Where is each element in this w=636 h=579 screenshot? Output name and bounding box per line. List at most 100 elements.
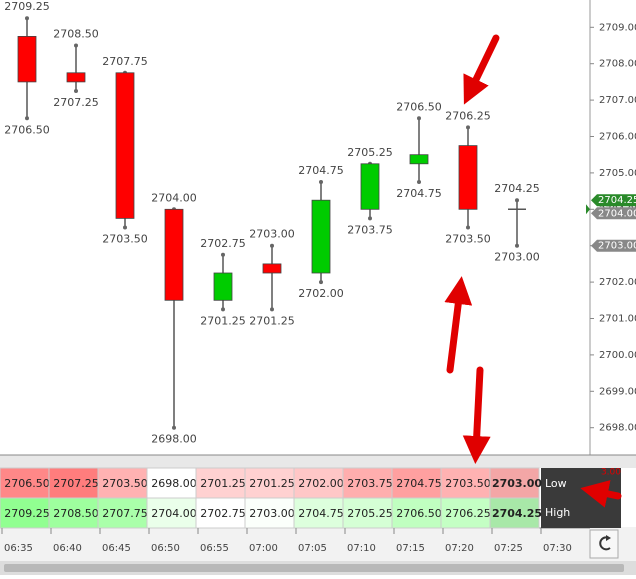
low-label: 2707.25: [53, 96, 99, 109]
candle-body: [164, 208, 184, 301]
table-cell: [244, 467, 295, 499]
high-label: 2704.00: [151, 191, 197, 204]
low-label: 2703.00: [494, 251, 540, 264]
wick-end: [270, 307, 274, 312]
low-cell: 2706.50: [4, 477, 50, 490]
low-label: 2701.25: [249, 314, 295, 327]
price-marker-label: 2704.00: [598, 208, 636, 219]
low-label: 2701.25: [200, 314, 246, 327]
annotation-arrows: [444, 34, 622, 508]
time-axis: [0, 527, 636, 561]
high-cell: 2705.25: [347, 507, 393, 520]
y-tick-label: 2709.00: [599, 22, 636, 33]
time-label: 07:30: [543, 543, 572, 554]
low-cell: 2703.50: [445, 477, 491, 490]
y-tick-label: 2705.00: [599, 168, 636, 179]
arrow: [463, 34, 500, 105]
candle-body: [360, 163, 380, 210]
candle-body: [262, 263, 282, 274]
high-cell: 2704.00: [151, 507, 197, 520]
y-tick-label: 2698.00: [599, 423, 636, 434]
last-price-flag: [586, 204, 590, 215]
table-cell: [48, 467, 99, 499]
price-marker: [591, 239, 636, 252]
high-label: 2706.50: [396, 100, 442, 113]
low-cell: 2701.25: [200, 477, 246, 490]
wick-end: [368, 216, 372, 221]
high-cell: 2708.50: [53, 507, 99, 520]
high-label: 2702.75: [200, 237, 246, 250]
time-label: 07:05: [298, 543, 327, 554]
refresh-button[interactable]: [589, 529, 619, 559]
table-cell: [342, 497, 393, 529]
row-label: Low: [545, 477, 567, 490]
wick-end: [25, 16, 29, 21]
time-label: 06:35: [4, 543, 33, 554]
y-tick-label: 2702.00: [599, 277, 636, 288]
high-cell: 2706.50: [396, 507, 442, 520]
low-cell: 2707.25: [53, 477, 99, 490]
time-label: 06:50: [151, 543, 180, 554]
candle-body: [115, 72, 135, 219]
wick-end: [270, 243, 274, 248]
y-tick-label: 2706.00: [599, 132, 636, 143]
high-label: 2707.75: [102, 55, 148, 68]
time-label: 07:00: [249, 543, 278, 554]
plot-area: [0, 0, 590, 455]
table-cell: [440, 467, 491, 499]
low-cell: 2701.25: [249, 477, 295, 490]
table-cell: [146, 497, 197, 529]
high-cell: 2707.75: [102, 507, 148, 520]
y-tick-label: 2707.00: [599, 95, 636, 106]
high-cell: 2702.75: [200, 507, 246, 520]
wick-end: [172, 425, 176, 430]
high-cell: 2704.75: [298, 507, 344, 520]
table-cell: [195, 497, 246, 529]
low-label: 2703.50: [102, 233, 148, 246]
high-label: 2708.50: [53, 28, 99, 41]
arrow: [444, 276, 473, 374]
high-label: 2706.25: [445, 109, 491, 122]
table-cell: [293, 497, 344, 529]
price-marker-label: 2704.25: [598, 195, 636, 206]
table-cell: [0, 497, 50, 529]
high-label: 2704.25: [494, 182, 540, 195]
time-label: 06:45: [102, 543, 131, 554]
high-label: 2709.25: [4, 0, 50, 13]
candle-body: [213, 272, 233, 301]
wick-end: [25, 116, 29, 121]
scroll-thumb[interactable]: [4, 564, 624, 572]
wick-end: [221, 307, 225, 312]
time-label: 07:10: [347, 543, 376, 554]
time-label: 06:40: [53, 543, 82, 554]
table-cell: [391, 497, 442, 529]
price-marker: [591, 207, 636, 220]
divider: [0, 455, 636, 468]
table-cell: [293, 467, 344, 499]
wick-end: [417, 180, 421, 184]
time-label: 07:15: [396, 543, 425, 554]
table-cell: [244, 497, 295, 529]
time-label: 06:55: [200, 543, 229, 554]
high-label: 2703.00: [249, 228, 295, 241]
refresh-icon-head: [606, 535, 611, 541]
table-cell: [391, 467, 442, 499]
arrow: [462, 366, 491, 464]
wick-end: [123, 225, 127, 230]
wick-end: [319, 180, 323, 184]
table-cell: [97, 497, 148, 529]
table-cell: [195, 467, 246, 499]
high-cell: 2706.25: [445, 507, 491, 520]
time-label: 07:25: [494, 543, 523, 554]
low-label: 2704.75: [396, 187, 442, 200]
candle-body: [17, 36, 37, 83]
low-label: 2702.00: [298, 287, 344, 300]
low-cell: 2702.00: [298, 477, 344, 490]
wick-end: [466, 225, 470, 230]
high-label: 2704.75: [298, 164, 344, 177]
alert-label: 3.00: [601, 468, 621, 478]
high-cell: 2703.00: [249, 507, 295, 520]
low-label: 2703.75: [347, 223, 393, 236]
wick-end: [417, 116, 421, 121]
